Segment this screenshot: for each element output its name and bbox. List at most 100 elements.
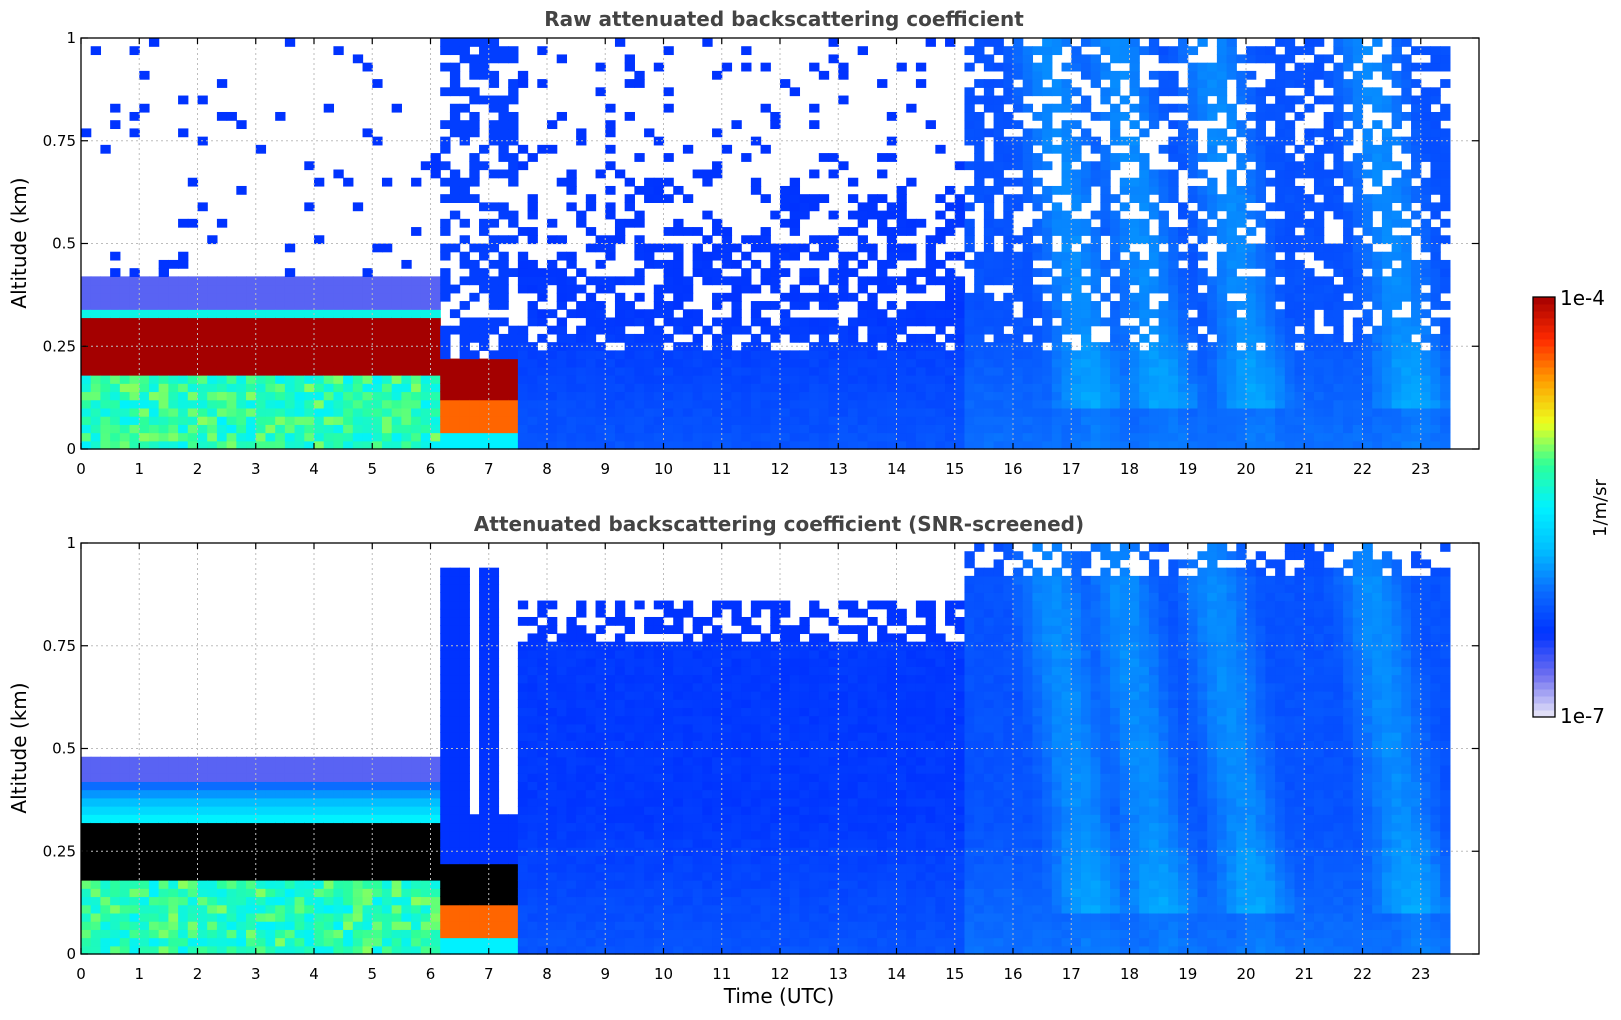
heat-cell [440, 62, 451, 72]
heat-cell [1003, 194, 1014, 203]
heat-cell [1139, 161, 1150, 171]
heat-cell [1071, 185, 1082, 195]
heat-cell [974, 128, 985, 138]
heat-cell [537, 383, 548, 393]
heat-cell [585, 424, 597, 434]
heat-cell [576, 333, 587, 343]
heat-cell [255, 912, 267, 922]
heat-cell [1420, 366, 1432, 376]
heat-cell [100, 904, 111, 914]
heat-cell [314, 284, 325, 294]
heat-cell [187, 814, 199, 824]
heat-cell [110, 871, 121, 881]
heat-cell [954, 218, 966, 228]
heat-cell [1187, 440, 1199, 450]
heat-cell [1304, 79, 1315, 88]
heat-cell [294, 440, 305, 450]
heat-cell [653, 366, 665, 376]
x-tick-label: 1 [134, 460, 144, 478]
heat-cell [1178, 375, 1189, 384]
heat-cell [1362, 350, 1373, 360]
heat-cell [1158, 432, 1169, 442]
heat-cell [246, 945, 257, 955]
heat-cell [1343, 161, 1354, 171]
heat-cell [1148, 391, 1160, 401]
heat-cell [129, 317, 140, 327]
heat-cell [993, 169, 1004, 179]
heat-cell [653, 432, 665, 442]
heat-cell [983, 440, 995, 450]
heat-cell [187, 888, 199, 898]
heat-cell [1275, 391, 1286, 401]
heat-cell [644, 366, 655, 376]
heat-cell [721, 251, 733, 261]
heat-cell [644, 259, 655, 269]
heat-cell [556, 292, 568, 302]
heat-cell [760, 416, 771, 425]
heat-cell [1090, 375, 1101, 384]
heat-cell [818, 194, 830, 203]
heat-cell [498, 301, 509, 310]
heat-cell [1178, 227, 1189, 236]
heat-cell [1197, 407, 1208, 417]
heat-cell [1401, 243, 1412, 253]
heat-cell [983, 325, 995, 335]
heat-cell [304, 383, 315, 393]
heat-cell [343, 333, 354, 343]
heat-cell [1080, 169, 1092, 179]
heat-cell [110, 764, 121, 774]
heat-cell [1003, 62, 1014, 72]
heat-cell [381, 407, 393, 417]
heat-cell [1216, 276, 1228, 286]
heat-cell [459, 46, 470, 56]
heat-cell [284, 797, 296, 807]
heat-cell [1013, 144, 1024, 154]
heat-cell [896, 432, 907, 442]
heat-cell [663, 153, 674, 162]
heat-cell [750, 440, 762, 450]
heat-cell [1022, 54, 1034, 64]
heat-cell [1255, 251, 1267, 261]
heat-cell [1304, 366, 1315, 376]
heat-cell [81, 929, 92, 939]
heat-cell [459, 251, 470, 261]
heat-cell [479, 268, 490, 277]
heat-cell [255, 350, 267, 360]
heat-cell [809, 366, 820, 376]
heat-cell [255, 904, 267, 914]
heat-cell [1420, 391, 1432, 401]
heat-cell [799, 440, 810, 450]
heat-cell [1129, 366, 1140, 376]
heat-cell [1129, 342, 1140, 351]
heat-cell [479, 383, 490, 393]
heat-cell [110, 888, 121, 898]
heat-cell [459, 317, 470, 327]
heat-cell [420, 161, 432, 171]
heat-cell [275, 880, 286, 889]
heat-cell [1275, 416, 1286, 425]
heat-cell [1352, 350, 1364, 360]
heat-cell [284, 756, 296, 766]
heat-cell [226, 896, 237, 906]
heat-cell [750, 259, 762, 269]
heat-cell [1110, 46, 1121, 56]
heat-cell [1110, 440, 1121, 450]
heat-cell [1411, 268, 1422, 277]
heat-cell [1071, 259, 1082, 269]
heat-cell [712, 317, 723, 327]
heat-cell [362, 383, 373, 393]
heat-cell [1226, 284, 1237, 294]
heat-cell [1178, 128, 1189, 138]
heat-cell [653, 350, 665, 360]
heat-cell [712, 251, 723, 261]
heat-cell [624, 276, 635, 286]
heat-cell [537, 46, 548, 56]
heat-cell [236, 358, 247, 368]
heat-cell [682, 375, 694, 384]
heat-cell [1333, 325, 1344, 335]
heat-cell [614, 350, 626, 360]
heat-cell [187, 797, 199, 807]
heat-cell [789, 227, 801, 236]
heat-cell [644, 375, 655, 384]
heat-cell [847, 366, 859, 376]
